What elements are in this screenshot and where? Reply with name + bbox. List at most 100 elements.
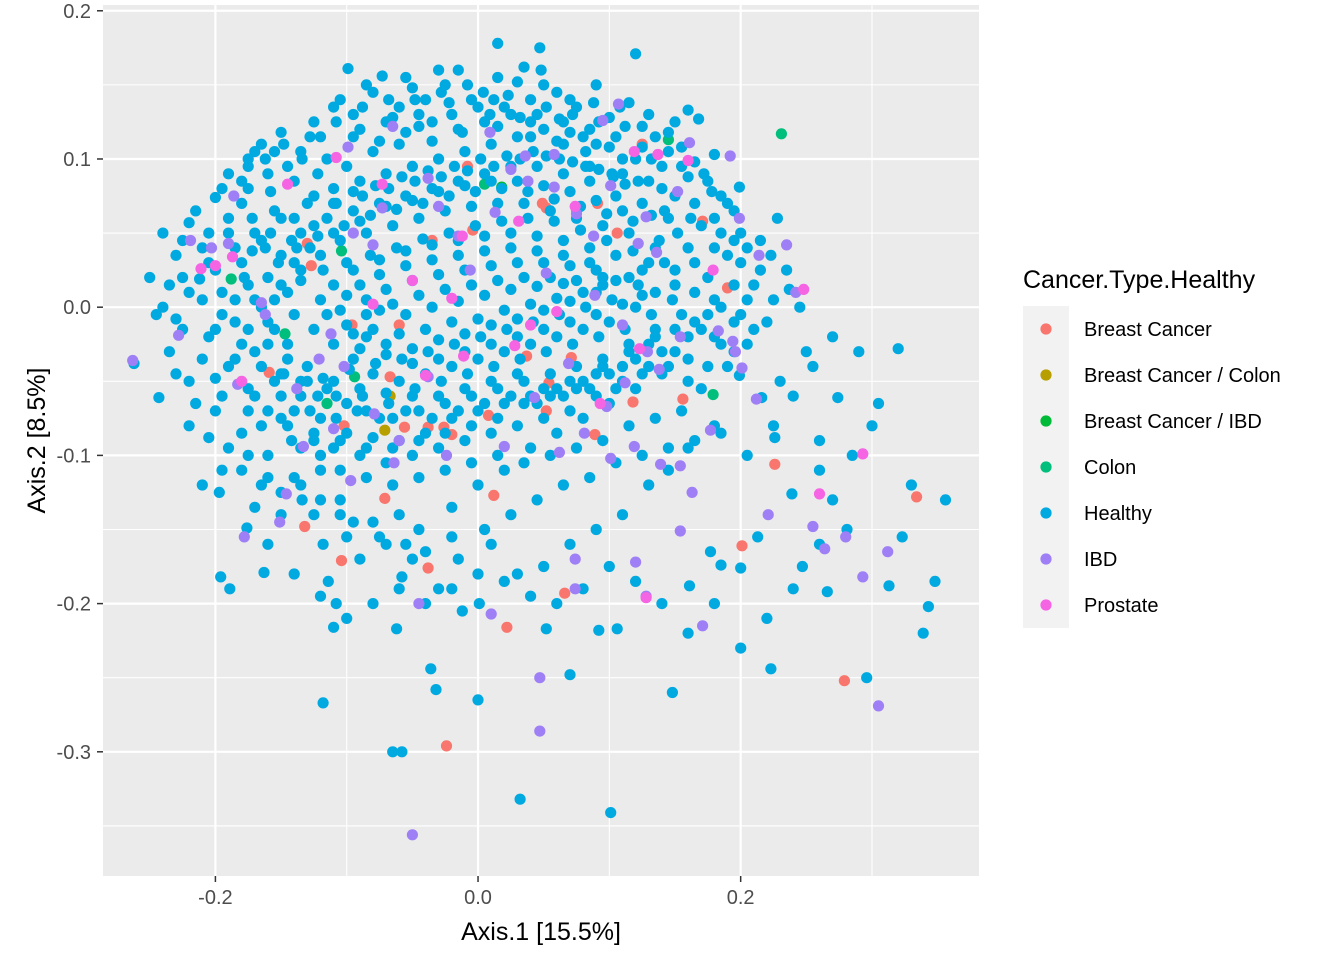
data-point — [422, 172, 434, 184]
data-point — [645, 309, 658, 321]
data-point — [584, 383, 596, 395]
data-point — [853, 346, 865, 358]
data-point — [275, 390, 287, 402]
data-point — [268, 323, 281, 335]
data-point — [477, 86, 489, 98]
data-point — [616, 205, 629, 217]
data-point — [278, 368, 290, 380]
data-point — [672, 227, 684, 239]
data-point — [601, 208, 613, 220]
data-point — [479, 230, 491, 242]
data-point — [588, 230, 600, 242]
data-point — [715, 559, 727, 571]
data-point — [338, 220, 350, 232]
data-point — [396, 571, 408, 583]
data-point — [636, 289, 648, 301]
data-point — [570, 383, 583, 395]
legend-swatch — [1040, 323, 1052, 335]
data-point — [360, 331, 372, 343]
data-point — [321, 212, 333, 224]
data-point — [345, 475, 357, 487]
data-point — [433, 153, 445, 165]
data-point — [242, 449, 254, 461]
data-point — [216, 390, 228, 402]
data-point — [396, 746, 408, 758]
data-point — [606, 168, 618, 180]
data-point — [669, 264, 681, 276]
data-point — [603, 316, 615, 328]
data-point — [501, 323, 513, 335]
data-point — [406, 194, 418, 207]
data-point — [531, 230, 543, 242]
data-point — [544, 449, 556, 461]
data-point — [373, 531, 386, 543]
data-point — [443, 97, 455, 109]
data-point — [574, 224, 587, 236]
data-point — [669, 346, 681, 358]
data-point — [857, 448, 869, 460]
data-point — [658, 257, 671, 269]
data-point — [249, 146, 261, 158]
data-point — [279, 328, 291, 340]
data-point — [518, 457, 530, 469]
data-point — [564, 295, 576, 307]
data-point — [551, 598, 563, 610]
data-point — [708, 598, 721, 610]
data-point — [786, 488, 798, 500]
data-point — [213, 486, 225, 498]
y-tick-label: 0.2 — [63, 1, 91, 23]
data-point — [330, 390, 342, 402]
data-point — [735, 309, 747, 321]
data-point — [452, 249, 464, 261]
data-point — [341, 319, 353, 331]
data-point — [551, 383, 563, 395]
data-point — [708, 294, 721, 306]
data-point — [623, 271, 635, 284]
data-point — [376, 202, 388, 214]
data-point — [769, 458, 781, 470]
data-point — [656, 160, 668, 172]
data-point — [727, 335, 739, 347]
data-point — [472, 694, 484, 706]
data-point — [807, 520, 819, 533]
data-point — [861, 672, 873, 684]
data-point — [426, 254, 438, 266]
data-point — [590, 194, 602, 207]
legend-swatch — [1040, 599, 1052, 611]
data-point — [707, 389, 719, 401]
data-point — [376, 178, 388, 190]
data-point — [787, 390, 799, 402]
data-point — [406, 274, 418, 287]
data-point — [485, 338, 497, 350]
data-point — [203, 432, 215, 444]
data-point — [268, 375, 281, 387]
data-point — [288, 212, 300, 224]
data-point — [354, 123, 366, 135]
data-point — [636, 197, 648, 209]
data-point — [715, 427, 727, 439]
data-point — [741, 338, 753, 350]
data-point — [469, 186, 481, 198]
data-point — [590, 138, 602, 150]
data-point — [222, 212, 235, 224]
data-point — [194, 273, 206, 285]
data-point — [314, 449, 327, 461]
data-point — [767, 294, 780, 306]
data-point — [433, 390, 445, 402]
data-point — [518, 271, 530, 284]
data-point — [452, 64, 464, 76]
data-point — [448, 338, 460, 350]
data-point — [262, 449, 274, 461]
data-point — [456, 230, 468, 242]
data-point — [917, 627, 929, 639]
data-point — [712, 325, 724, 337]
data-point — [465, 94, 478, 106]
data-point — [525, 94, 537, 106]
data-point — [662, 146, 675, 158]
data-point — [446, 412, 458, 424]
data-point — [538, 383, 550, 395]
data-point — [557, 277, 570, 290]
data-point — [636, 368, 648, 380]
data-point — [630, 301, 642, 313]
